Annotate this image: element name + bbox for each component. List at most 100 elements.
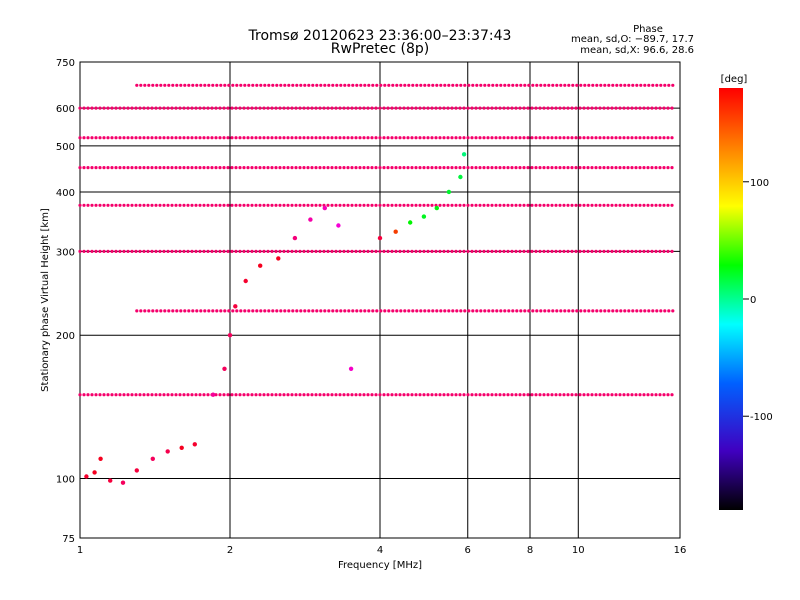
band-point bbox=[139, 309, 143, 313]
band-point bbox=[586, 166, 590, 170]
band-point bbox=[234, 203, 238, 207]
band-point bbox=[382, 249, 386, 253]
band-point bbox=[126, 393, 130, 397]
band-point bbox=[307, 309, 311, 313]
band-point bbox=[243, 309, 247, 313]
band-point bbox=[591, 309, 595, 313]
band-point bbox=[318, 106, 322, 110]
band-point bbox=[267, 83, 271, 87]
band-point bbox=[118, 136, 122, 140]
band-point bbox=[395, 83, 399, 87]
band-point bbox=[551, 83, 555, 87]
data-point bbox=[179, 445, 184, 450]
data-point bbox=[393, 229, 398, 234]
band-point bbox=[154, 166, 158, 170]
band-point bbox=[566, 203, 570, 207]
band-point bbox=[522, 203, 526, 207]
colorbar-tick-label: 0 bbox=[750, 295, 756, 306]
band-point bbox=[419, 83, 423, 87]
band-point bbox=[130, 136, 134, 140]
band-point bbox=[419, 309, 423, 313]
band-point bbox=[350, 166, 354, 170]
band-point bbox=[342, 166, 346, 170]
band-point bbox=[642, 166, 646, 170]
band-point bbox=[618, 249, 622, 253]
band-point bbox=[82, 136, 86, 140]
band-point bbox=[334, 166, 338, 170]
band-point bbox=[630, 166, 634, 170]
band-point bbox=[122, 106, 126, 110]
band-point bbox=[590, 393, 594, 397]
band-point bbox=[578, 249, 582, 253]
band-point bbox=[658, 393, 662, 397]
band-point bbox=[227, 309, 231, 313]
band-point bbox=[494, 106, 498, 110]
band-point bbox=[539, 309, 543, 313]
band-point bbox=[626, 203, 630, 207]
band-point bbox=[171, 83, 175, 87]
band-point bbox=[567, 309, 571, 313]
band-point bbox=[242, 203, 246, 207]
band-point bbox=[582, 203, 586, 207]
band-point bbox=[339, 83, 343, 87]
band-point bbox=[483, 309, 487, 313]
band-point bbox=[347, 309, 351, 313]
band-point bbox=[150, 136, 154, 140]
band-point bbox=[130, 249, 134, 253]
band-point bbox=[334, 203, 338, 207]
band-point bbox=[462, 136, 466, 140]
band-point bbox=[342, 249, 346, 253]
band-point bbox=[555, 309, 559, 313]
band-point bbox=[578, 203, 582, 207]
band-point bbox=[334, 249, 338, 253]
band-point bbox=[623, 309, 627, 313]
x-tick-label: 8 bbox=[527, 545, 533, 556]
band-point bbox=[626, 249, 630, 253]
band-point bbox=[555, 83, 559, 87]
band-point bbox=[438, 136, 442, 140]
band-point bbox=[575, 309, 579, 313]
band-point bbox=[298, 106, 302, 110]
band-point bbox=[510, 106, 514, 110]
band-point bbox=[562, 203, 566, 207]
data-point bbox=[84, 474, 89, 479]
band-point bbox=[670, 136, 674, 140]
band-point bbox=[426, 393, 430, 397]
band-point bbox=[346, 203, 350, 207]
band-point bbox=[94, 166, 98, 170]
band-point bbox=[467, 309, 471, 313]
band-point bbox=[82, 166, 86, 170]
band-point bbox=[142, 166, 146, 170]
data-point bbox=[108, 478, 113, 483]
band-point bbox=[322, 136, 326, 140]
band-point bbox=[602, 136, 606, 140]
band-point bbox=[194, 106, 198, 110]
band-point bbox=[487, 83, 491, 87]
band-point bbox=[390, 136, 394, 140]
band-point bbox=[350, 106, 354, 110]
band-point bbox=[94, 106, 98, 110]
chart-subtitle: RwPretec (8p) bbox=[331, 41, 429, 57]
band-point bbox=[647, 309, 651, 313]
band-point bbox=[363, 309, 367, 313]
band-point bbox=[542, 106, 546, 110]
band-point bbox=[310, 106, 314, 110]
band-point bbox=[622, 106, 626, 110]
band-point bbox=[134, 393, 138, 397]
band-point bbox=[402, 166, 406, 170]
band-point bbox=[406, 136, 410, 140]
band-point bbox=[426, 249, 430, 253]
band-point bbox=[155, 309, 159, 313]
band-point bbox=[622, 249, 626, 253]
band-point bbox=[610, 166, 614, 170]
band-point bbox=[394, 203, 398, 207]
band-point bbox=[410, 106, 414, 110]
band-point bbox=[379, 309, 383, 313]
band-point bbox=[510, 249, 514, 253]
band-point bbox=[190, 203, 194, 207]
band-point bbox=[370, 106, 374, 110]
band-point bbox=[186, 106, 190, 110]
band-point bbox=[262, 136, 266, 140]
band-point bbox=[102, 106, 106, 110]
band-point bbox=[654, 106, 658, 110]
